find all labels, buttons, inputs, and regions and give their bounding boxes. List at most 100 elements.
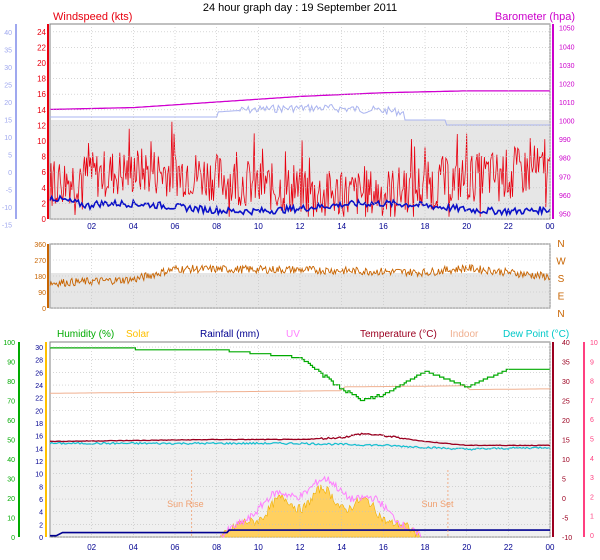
compass-label: N [557,309,564,320]
dir-left-tick: 90 [38,290,46,297]
humidity-tick: 90 [7,360,15,367]
wind-outer-tick: 20 [4,100,12,107]
wind-left-tick: 24 [37,28,46,37]
humidity-tick: 70 [7,399,15,406]
temp-right-tick: 15 [562,438,570,445]
baro-right-tick: 1010 [559,100,575,107]
temp-left-tick: 2 [39,522,43,529]
uv-tick: 4 [590,456,594,463]
temp-time-tick: 16 [379,543,388,552]
uv-tick: 7 [590,398,594,405]
temp-time-tick: 22 [504,543,513,552]
temp-left-tick: 28 [35,358,43,365]
temp-left-tick: 10 [35,472,43,479]
wind-outer-tick: 30 [4,65,12,72]
wind-left-tick: 8 [42,153,47,162]
wind-time-tick: 12 [296,222,305,231]
temperature-series [49,432,551,447]
legend-rainfall: Rainfall (mm) [200,329,259,340]
temp-right-tick: 35 [562,360,570,367]
temp-right-tick: 5 [562,477,566,484]
compass-label: E [558,292,565,303]
wind-outer-tick: -10 [2,205,12,212]
wind-outer-tick: 40 [4,30,12,37]
wind-time-tick: 10 [254,222,263,231]
temp-time-tick: 18 [421,543,430,552]
temp-left-tick: 24 [35,383,43,390]
wind-outer-tick: 15 [4,118,12,125]
baro-right-tick: 1000 [559,119,575,126]
legend-uv: UV [286,329,300,340]
temp-left-tick: 6 [39,497,43,504]
uv-tick: 1 [590,514,594,521]
temp-time-tick: 02 [87,543,96,552]
baro-right-label: Barometer (hpa) [495,11,575,23]
temp-left-tick: 4 [39,510,43,517]
temp-left-tick: 0 [39,535,43,542]
temp-time-tick: 04 [129,543,138,552]
temp-left-tick: 26 [35,370,43,377]
solar-series [220,484,421,538]
uv-tick: 8 [590,379,594,386]
baro-right-tick: 950 [559,211,571,218]
wind-outer-tick: 25 [4,83,12,90]
wind-left-tick: 22 [37,43,46,52]
page-title: 24 hour graph day : 19 September 2011 [203,2,397,14]
humidity-series [50,347,550,402]
wind-time-tick: 20 [462,222,471,231]
sunset-label: Sun Set [421,499,454,509]
temp-right-tick: 30 [562,379,570,386]
temp-left-tick: 8 [39,484,43,491]
wind-left-tick: 20 [37,59,46,68]
temp-right-tick: 40 [562,340,570,347]
dir-left-tick: 270 [34,258,46,265]
wind-left-tick: 14 [37,106,46,115]
compass-label: N [557,239,564,250]
uv-tick: 5 [590,437,594,444]
wind-outer-tick: -15 [2,223,12,230]
temp-time-tick: 08 [212,543,221,552]
temp-left-tick: 18 [35,421,43,428]
wind-time-tick: 14 [337,222,346,231]
wind-left-tick: 0 [42,215,47,224]
uv-tick: 2 [590,494,594,501]
baro-right-tick: 1040 [559,44,575,51]
temp-right-tick: 25 [562,399,570,406]
uv-tick: 10 [590,340,598,347]
legend-solar: Solar [126,329,150,340]
baro-right-tick: 970 [559,174,571,181]
dir-left-tick: 360 [34,242,46,249]
compass-label: S [558,274,565,285]
rainfall-series [50,529,550,537]
legend-dewpoint: Dew Point (°C) [503,329,569,340]
wind-outer-tick: -5 [6,188,12,195]
temp-left-tick: 16 [35,434,43,441]
wind-time-tick: 00 [546,222,555,231]
wind-time-tick: 22 [504,222,513,231]
legend-temperature: Temperature (°C) [360,329,437,340]
baro-right-tick: 1020 [559,81,575,88]
compass-label: W [556,257,566,268]
wind-left-tick: 2 [42,199,47,208]
wind-outer-tick: 5 [8,153,12,160]
wind-left-tick: 10 [37,137,46,146]
temp-time-tick: 14 [337,543,346,552]
temp-right-tick: -10 [562,535,572,542]
humidity-tick: 100 [3,340,15,347]
wind-left-label: Windspeed (kts) [53,11,132,23]
legend-indoor: Indoor [450,329,479,340]
wind-left-tick: 16 [37,90,46,99]
wind-time-tick: 08 [212,222,221,231]
wind-left-tick: 12 [37,121,46,130]
temp-left-tick: 20 [35,408,43,415]
temp-time-tick: 20 [462,543,471,552]
baro-right-tick: 960 [559,193,571,200]
uv-tick: 6 [590,417,594,424]
uv-tick: 3 [590,475,594,482]
sunrise-label: Sun Rise [167,499,204,509]
humidity-tick: 80 [7,379,15,386]
uv-series [220,475,422,538]
humidity-tick: 60 [7,418,15,425]
